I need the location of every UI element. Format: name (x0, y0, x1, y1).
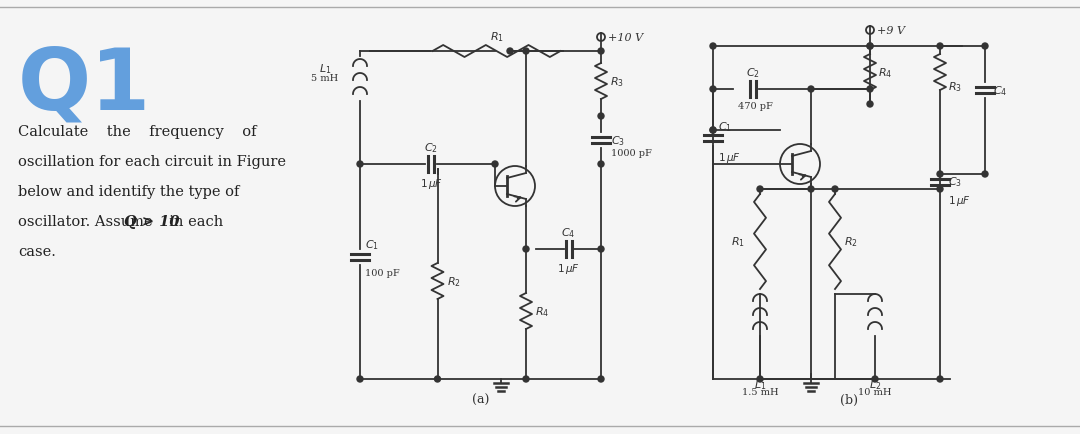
Text: $R_3$: $R_3$ (948, 80, 962, 94)
Circle shape (710, 44, 716, 50)
Circle shape (523, 49, 529, 55)
Circle shape (598, 247, 604, 253)
Text: $R_4$: $R_4$ (878, 66, 892, 80)
Circle shape (982, 44, 988, 50)
Circle shape (937, 376, 943, 382)
Circle shape (832, 187, 838, 193)
Circle shape (867, 44, 873, 50)
Text: $L_2$: $L_2$ (868, 377, 881, 391)
Text: $L_1$: $L_1$ (754, 377, 766, 391)
Text: (b): (b) (840, 393, 858, 406)
Circle shape (710, 128, 716, 134)
Text: 1000 pF: 1000 pF (611, 148, 652, 157)
Circle shape (937, 44, 943, 50)
Circle shape (357, 161, 363, 168)
Circle shape (757, 376, 762, 382)
Text: below and identify the type of: below and identify the type of (18, 184, 240, 198)
Text: Q1: Q1 (18, 45, 151, 128)
Text: $R_1$: $R_1$ (489, 30, 503, 44)
Text: $C_1$: $C_1$ (718, 120, 732, 134)
Circle shape (434, 376, 441, 382)
Text: in each: in each (160, 214, 224, 228)
Text: $C_2$: $C_2$ (424, 141, 438, 155)
Text: $1\,\mu F$: $1\,\mu F$ (557, 261, 580, 275)
Text: 470 pF: 470 pF (738, 102, 772, 111)
Circle shape (598, 376, 604, 382)
Text: +10 V: +10 V (608, 33, 643, 43)
Text: $1\,\mu F$: $1\,\mu F$ (419, 177, 443, 191)
Circle shape (523, 376, 529, 382)
Text: $R_1$: $R_1$ (731, 235, 745, 249)
Circle shape (710, 87, 716, 93)
Text: $1\,\mu F$: $1\,\mu F$ (948, 194, 971, 208)
Text: $C_4$: $C_4$ (562, 226, 576, 240)
Circle shape (982, 171, 988, 178)
Text: 5 mH: 5 mH (311, 74, 339, 83)
Text: Q > 10: Q > 10 (124, 214, 179, 228)
Circle shape (937, 171, 943, 178)
Text: $C_2$: $C_2$ (746, 66, 760, 80)
Text: (a): (a) (472, 393, 489, 406)
Circle shape (937, 187, 943, 193)
Text: $1\,\mu F$: $1\,\mu F$ (718, 151, 741, 164)
Circle shape (598, 49, 604, 55)
Circle shape (492, 161, 498, 168)
Text: $C_3$: $C_3$ (948, 175, 962, 189)
Text: oscillator. Assume: oscillator. Assume (18, 214, 162, 228)
Circle shape (598, 161, 604, 168)
Text: $R_2$: $R_2$ (843, 235, 858, 249)
Circle shape (867, 87, 873, 93)
Text: $C_4$: $C_4$ (993, 84, 1008, 98)
Circle shape (872, 376, 878, 382)
Text: $R_2$: $R_2$ (446, 274, 460, 288)
Text: $C_1$: $C_1$ (365, 238, 379, 252)
Circle shape (867, 44, 873, 50)
Text: $C_3$: $C_3$ (611, 134, 625, 148)
Circle shape (757, 187, 762, 193)
Circle shape (523, 247, 529, 253)
Text: 1.5 mH: 1.5 mH (742, 387, 779, 396)
Text: 100 pF: 100 pF (365, 269, 400, 278)
Circle shape (808, 87, 814, 93)
Circle shape (357, 376, 363, 382)
Circle shape (867, 102, 873, 108)
Text: +9 V: +9 V (877, 26, 905, 36)
Circle shape (808, 187, 814, 193)
Text: case.: case. (18, 244, 56, 258)
Text: oscillation for each circuit in Figure: oscillation for each circuit in Figure (18, 155, 286, 169)
Text: Calculate    the    frequency    of: Calculate the frequency of (18, 125, 257, 139)
Circle shape (507, 49, 513, 55)
Text: $L_1$: $L_1$ (319, 62, 332, 76)
Text: 10 mH: 10 mH (859, 387, 892, 396)
Text: $R_3$: $R_3$ (610, 75, 624, 89)
Text: $R_4$: $R_4$ (535, 304, 550, 318)
Circle shape (710, 128, 716, 134)
Circle shape (598, 114, 604, 120)
